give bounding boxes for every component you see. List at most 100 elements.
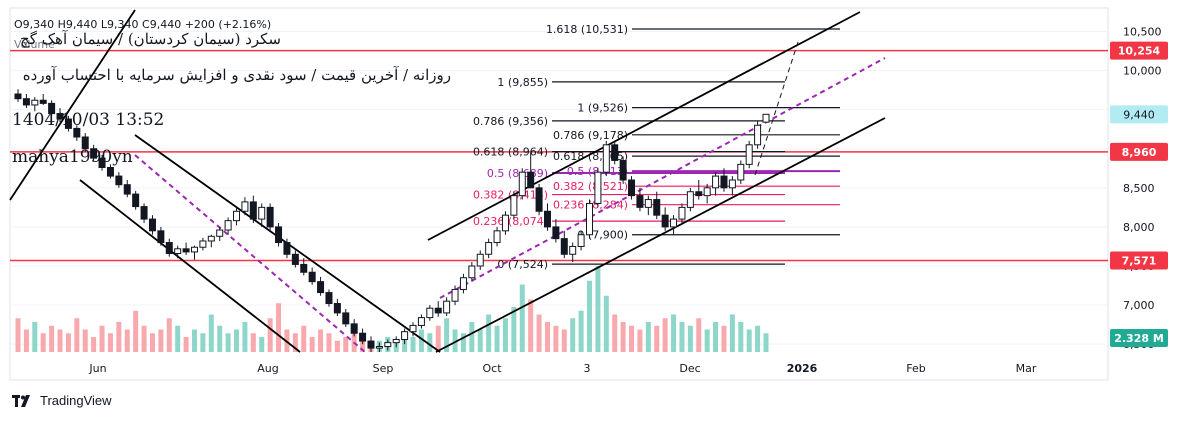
volume-bar [99, 325, 105, 352]
candle-body [493, 230, 501, 244]
volume-bar [334, 340, 340, 352]
fib-level-label: 0.786 (9,356) [473, 115, 548, 128]
channel-line [79, 179, 301, 353]
volume-bar [217, 325, 223, 352]
volume-bar [141, 325, 147, 352]
x-tick-label: 2026 [787, 362, 818, 375]
volume-bar [477, 329, 483, 352]
candle-body [611, 144, 619, 161]
current-price-badge [1110, 105, 1168, 124]
volume-bar [679, 322, 685, 352]
candle-body [367, 340, 375, 349]
volume-bar [460, 333, 466, 352]
volume-bar [124, 329, 130, 352]
chart-title: سکرد (سیمان کردستان) / سیمان آهک گچ [20, 30, 281, 48]
candle-body [174, 248, 182, 254]
x-tick-label: Mar [1016, 362, 1037, 375]
volume-bar [696, 318, 702, 352]
candle-body [712, 175, 720, 189]
x-tick-label: Sep [373, 362, 394, 375]
volume-bar [250, 333, 256, 352]
candle-body [140, 206, 148, 220]
y-tick-label: 10,000 [1123, 65, 1162, 78]
volume-bar [23, 329, 29, 352]
candle-body [695, 191, 703, 197]
candle-body [501, 214, 509, 232]
volume-bar [166, 318, 172, 352]
candle-body [527, 171, 535, 189]
candle-body [745, 144, 753, 165]
candle-body [443, 300, 451, 314]
candle-body [182, 248, 190, 253]
volume-bar [486, 314, 492, 352]
candle-body [392, 338, 400, 344]
candle-body [73, 127, 81, 138]
chart-author: mahya1990yn [12, 147, 133, 167]
volume-bar [721, 325, 727, 352]
candle-body [543, 210, 551, 228]
candle-body [409, 324, 417, 333]
candle-body [241, 201, 249, 212]
x-tick-label: 3 [584, 362, 591, 375]
candle-body [737, 163, 745, 181]
volume-bar [292, 333, 298, 352]
volume-bar [452, 329, 458, 352]
channel-line [435, 117, 886, 353]
candle-body [577, 234, 585, 247]
volume-bar [410, 337, 416, 352]
candle-body [594, 171, 602, 204]
candle-body [300, 263, 308, 273]
fib-level-label: 0.382 (8,521) [553, 180, 628, 193]
x-tick-label: Aug [257, 362, 278, 375]
candle-body [754, 124, 762, 146]
volume-bar [645, 322, 651, 352]
volume-bar [318, 329, 324, 352]
fib-level-label: 0.5 (8,689) [487, 167, 548, 180]
volume-bar [242, 322, 248, 352]
candle-body [518, 171, 526, 197]
y-tick-label: 10,500 [1123, 25, 1162, 38]
tradingview-brand[interactable]: TradingView [12, 393, 112, 408]
candle-body [586, 202, 594, 236]
candle-body [359, 332, 367, 342]
volume-bar [603, 295, 609, 352]
volume-bar [704, 329, 710, 352]
candle-body [569, 245, 577, 255]
volume-bar [116, 322, 122, 352]
fib-level-label: 0.236 (8,074) [473, 215, 548, 228]
fib-level-label: 0.618 (8,964) [473, 146, 548, 159]
candle-body [619, 159, 627, 181]
candle-body [233, 210, 241, 222]
fib-level-label: 1 (9,526) [577, 102, 628, 115]
volume-bar [91, 337, 97, 352]
volume-bar [15, 318, 21, 352]
candle-body [275, 226, 283, 244]
volume-bar [259, 337, 265, 352]
channel-lines-layer [9, 9, 886, 353]
candle-body [417, 317, 425, 326]
candle-body [762, 113, 770, 123]
candle-body [342, 312, 350, 325]
candle-body [678, 206, 686, 220]
candle-body [720, 175, 728, 189]
volume-bar [158, 329, 164, 352]
volume-bar [444, 318, 450, 352]
volume-bar [133, 310, 139, 352]
candle-body [325, 292, 333, 305]
candle-body [552, 226, 560, 240]
fibonacci-layer: 1.618 (10,531) 1 (9,855) 1 (9,526) 0.786 (9… [473, 23, 840, 271]
candle-body [39, 99, 47, 104]
candle-body [14, 93, 22, 100]
fib-level-label: 0.382 (8,414) [473, 189, 548, 202]
price-badge-label: 10,254 [1118, 45, 1161, 58]
volume-bar [729, 314, 735, 352]
candle-body [728, 179, 736, 189]
chart-datetime: 1404/10/03 13:52 [12, 110, 165, 130]
y-tick-label: 7,000 [1123, 299, 1155, 312]
grid-layer [9, 7, 1109, 381]
candle-body [165, 242, 173, 254]
volume-bar [578, 310, 584, 352]
volume-bar [301, 325, 307, 352]
